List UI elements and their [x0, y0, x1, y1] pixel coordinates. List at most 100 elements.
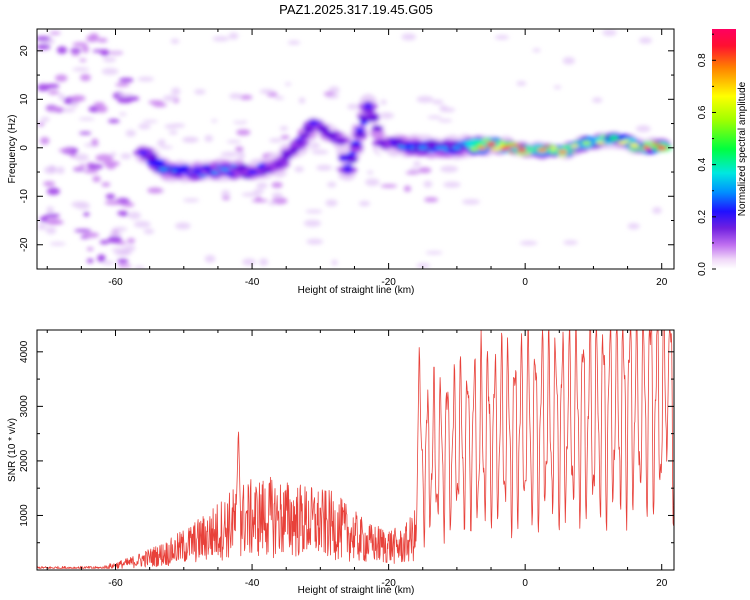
bottom-y-tick-label: 1000 [19, 504, 30, 527]
heatmap-speckle [45, 226, 57, 235]
heatmap-speckle [627, 222, 640, 230]
heatmap-blob-core [486, 141, 497, 146]
heatmap-speckle [494, 35, 510, 40]
heatmap-speckle [121, 213, 128, 217]
heatmap-speckle [311, 149, 329, 155]
heatmap-band-cell [175, 169, 186, 175]
heatmap-speckle [43, 166, 58, 175]
heatmap-speckle [325, 199, 338, 207]
heatmap-speckle [99, 240, 110, 245]
heatmap-speckle [107, 235, 122, 244]
heatmap-speckle [303, 219, 322, 227]
heatmap-speckle [112, 226, 128, 232]
heatmap-blob-core [629, 143, 640, 148]
heatmap-speckle [413, 160, 421, 167]
heatmap-speckle [117, 264, 132, 268]
heatmap-speckle [365, 178, 380, 187]
heatmap-speckle [269, 138, 283, 143]
heatmap-speckle [532, 48, 541, 53]
heatmap-speckle [423, 180, 433, 188]
heatmap-band-cell [355, 127, 365, 132]
heatmap-band-cell [304, 128, 314, 134]
heatmap-band-cell [150, 161, 160, 167]
top-x-tick-label: 0 [522, 277, 528, 288]
heatmap-speckle [95, 154, 114, 162]
heatmap-speckle [652, 207, 662, 214]
top-x-tick-label: 20 [656, 277, 668, 288]
colorbar-tick-label: 0.8 [697, 53, 708, 67]
heatmap-blob-core [137, 150, 148, 155]
heatmap-speckle [49, 242, 66, 246]
heatmap-speckle [49, 31, 61, 35]
heatmap-speckle [418, 167, 432, 174]
heatmap-speckle [86, 258, 94, 264]
heatmap-speckle [75, 202, 91, 210]
heatmap-speckle [37, 36, 51, 42]
heatmap-band-cell [326, 133, 337, 138]
spectrogram-frame [36, 28, 675, 270]
heatmap-speckle [462, 199, 481, 205]
heatmap-speckle [86, 247, 94, 251]
heatmap-speckle [212, 36, 230, 42]
heatmap-speckle [635, 125, 651, 133]
heatmap-speckle [46, 124, 58, 130]
heatmap-speckle [97, 38, 108, 43]
colorbar-label: Normalized spectral amplitude [737, 81, 748, 216]
heatmap-speckle [56, 46, 68, 55]
heatmap-speckle [96, 105, 108, 113]
heatmap-speckle [120, 153, 132, 160]
heatmap-speckle [251, 199, 269, 203]
heatmap-speckle [58, 93, 65, 101]
heatmap-speckle [378, 112, 394, 119]
heatmap-speckle [61, 107, 76, 113]
heatmap-speckle [56, 166, 65, 175]
heatmap-speckle [425, 250, 443, 255]
heatmap-band-cell [339, 156, 350, 161]
heatmap-speckle [280, 135, 290, 140]
bottom-y-tick-label: 3000 [19, 395, 30, 418]
heatmap-speckle [358, 200, 371, 207]
heatmap-blob-core [192, 170, 203, 175]
bottom-x-tick-label: -20 [381, 578, 396, 589]
heatmap-speckle [133, 220, 151, 228]
heatmap-speckle [82, 232, 100, 238]
heatmap-speckle [271, 181, 283, 189]
snr-series-line [37, 330, 674, 569]
bottom-x-tick-label: -60 [108, 578, 123, 589]
heatmap-speckle [562, 57, 576, 65]
heatmap-band-cell [179, 165, 190, 170]
heatmap-speckle [242, 258, 256, 266]
heatmap-speckle [142, 119, 158, 123]
heatmap-blob-core [308, 121, 319, 126]
heatmap-speckle [162, 225, 174, 230]
heatmap-blob-core [656, 145, 667, 150]
heatmap-blob-core [342, 167, 353, 172]
heatmap-speckle [105, 193, 116, 200]
heatmap-speckle [105, 162, 116, 170]
heatmap-blob-core [376, 140, 387, 145]
heatmap-band-cell [569, 144, 580, 148]
heatmap-blob-core [451, 145, 462, 150]
heatmap-speckle [347, 187, 355, 196]
heatmap-speckle [168, 130, 178, 135]
top-y-tick-label: -10 [19, 189, 30, 204]
heatmap-speckle [239, 94, 253, 100]
heatmap-speckle [331, 259, 338, 266]
heatmap-speckle [170, 38, 180, 44]
bottom-y-axis-label: SNR (10 * v/v) [7, 418, 18, 482]
heatmap-speckle [83, 169, 99, 174]
colorbar-tick-label: 0.6 [697, 105, 708, 119]
bottom-y-tick-label: 2000 [19, 449, 30, 472]
heatmap-speckle [91, 138, 99, 147]
snr-frame [36, 329, 675, 571]
heatmap-speckle [602, 29, 617, 36]
heatmap-speckle [226, 139, 241, 144]
heatmap-speckle [182, 136, 199, 143]
heatmap-speckle [259, 89, 275, 94]
heatmap-speckle [92, 175, 101, 183]
heatmap-speckle [159, 145, 173, 150]
heatmap-speckle [55, 74, 68, 82]
heatmap-speckle [279, 126, 289, 131]
heatmap-speckle [70, 48, 82, 54]
